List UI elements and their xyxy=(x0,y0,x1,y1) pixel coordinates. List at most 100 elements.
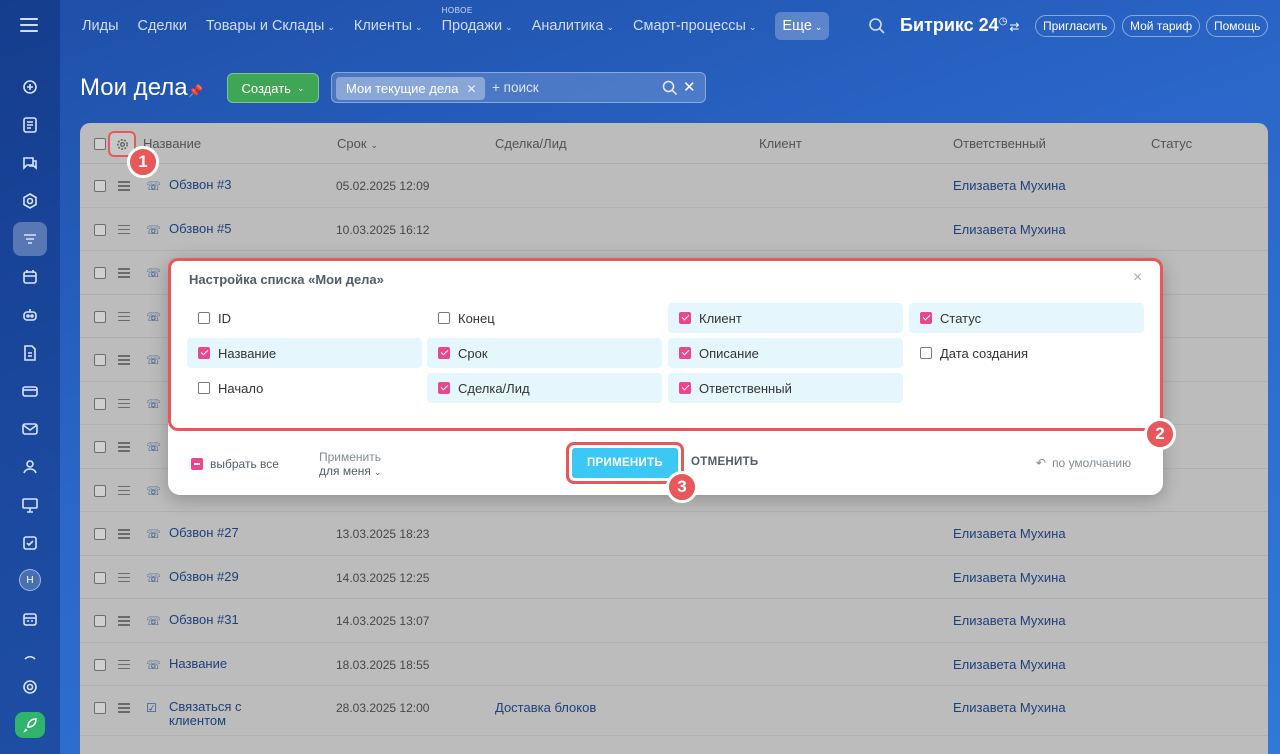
row-drag-icon[interactable] xyxy=(118,616,130,628)
rail-crm-icon[interactable] xyxy=(13,70,47,104)
table-row[interactable]: ☏ xyxy=(80,469,1268,512)
reset-default-button[interactable]: ↶ по умолчанию xyxy=(1036,456,1132,470)
invite-button[interactable]: Пригласить xyxy=(1035,15,1116,37)
checkbox[interactable] xyxy=(920,347,932,359)
row-checkbox[interactable] xyxy=(94,180,106,192)
nav-item-products[interactable]: Товары и Склады ⌄ xyxy=(205,18,335,34)
column-header-name[interactable]: Название xyxy=(143,136,202,151)
row-responsible-link[interactable]: Елизавета Мухина xyxy=(953,569,1066,585)
table-row[interactable]: ☏ Обзвон #3 05.02.2025 12:09 Елизавета Мухи… xyxy=(80,164,1268,208)
row-name-link[interactable]: Обзвон #3 xyxy=(169,177,232,192)
row-responsible-link[interactable]: Елизавета Мухина xyxy=(953,656,1066,672)
option-client[interactable]: Клиент xyxy=(668,303,903,333)
row-drag-icon[interactable] xyxy=(118,529,130,541)
brand-logo[interactable]: Битрикс 24◷ ⇄ xyxy=(900,15,1020,35)
rail-filter-icon[interactable] xyxy=(13,222,47,256)
rail-settings-icon[interactable] xyxy=(13,670,47,704)
row-drag-icon[interactable] xyxy=(118,355,130,367)
row-drag-icon[interactable] xyxy=(118,442,130,454)
rail-document-icon[interactable] xyxy=(13,336,47,370)
row-checkbox[interactable] xyxy=(94,223,106,236)
option-id[interactable]: ID xyxy=(187,303,422,333)
row-responsible-link[interactable]: Елизавета Мухина xyxy=(953,613,1066,628)
nav-item-clients[interactable]: Клиенты ⌄ xyxy=(353,18,423,34)
option-created-date[interactable]: Дата создания xyxy=(909,338,1144,368)
rail-robot-icon[interactable] xyxy=(13,298,47,332)
search-icon[interactable] xyxy=(868,17,886,35)
option-description[interactable]: Описание xyxy=(668,338,903,368)
nav-item-sales[interactable]: НОВОЕ Продажи ⌄ xyxy=(441,6,513,34)
option-responsible[interactable]: Ответственный xyxy=(668,373,903,403)
rail-chat-icon[interactable] xyxy=(13,146,47,180)
row-drag-icon[interactable] xyxy=(118,485,130,498)
nav-item-deals[interactable]: Сделки xyxy=(137,18,187,34)
rail-avatar[interactable]: Н xyxy=(19,569,41,591)
row-checkbox[interactable] xyxy=(94,615,106,627)
row-drag-icon[interactable] xyxy=(118,703,130,715)
nav-item-smart-processes[interactable]: Смарт-процессы ⌄ xyxy=(633,18,757,34)
column-header-deal[interactable]: Сделка/Лид xyxy=(495,136,567,151)
column-header-deadline[interactable]: Срок ⌄ xyxy=(337,136,379,151)
table-row[interactable]: ☑ Связаться с клиентом 28.03.2025 12:00 Дос… xyxy=(80,686,1268,736)
nav-more-button[interactable]: Еще ⌄ xyxy=(775,12,830,40)
row-drag-icon[interactable] xyxy=(118,311,130,324)
row-checkbox[interactable] xyxy=(94,702,106,714)
option-deadline[interactable]: Срок xyxy=(427,338,662,368)
row-name-link[interactable]: Обзвон #5 xyxy=(169,220,232,236)
option-status[interactable]: Статус xyxy=(909,303,1144,333)
filter-search-icon[interactable] xyxy=(662,80,678,96)
table-row[interactable]: ☏ Обзвон #5 10.03.2025 16:12 Елизавета Мухи… xyxy=(80,208,1268,251)
nav-item-analytics[interactable]: Аналитика ⌄ xyxy=(531,18,615,34)
cancel-button[interactable]: ОТМЕНИТЬ xyxy=(691,456,759,468)
chip-close-icon[interactable]: ✕ xyxy=(466,81,477,96)
rail-collapse-icon[interactable] xyxy=(13,640,47,674)
rail-hexagon-icon[interactable] xyxy=(13,184,47,218)
row-drag-icon[interactable] xyxy=(118,268,130,280)
rail-schedule-icon[interactable] xyxy=(13,602,47,636)
row-checkbox[interactable] xyxy=(94,658,106,671)
row-name-link[interactable]: Обзвон #27 xyxy=(169,525,239,540)
table-row[interactable]: ☏ Обзвон #27 13.03.2025 18:23 Елизавета Мух… xyxy=(80,512,1268,556)
checkbox[interactable] xyxy=(198,312,210,324)
apply-button[interactable]: ПРИМЕНИТЬ xyxy=(572,448,678,478)
table-row[interactable]: ☏ Обзвон #31 14.03.2025 13:07 Елизавета Мух… xyxy=(80,599,1268,643)
option-start[interactable]: Начало xyxy=(187,373,422,403)
my-tariff-button[interactable]: Мой тариф xyxy=(1122,15,1201,37)
rail-calendar-icon[interactable] xyxy=(13,260,47,294)
row-drag-icon[interactable] xyxy=(118,224,130,237)
create-button[interactable]: Создать ⌄ xyxy=(227,73,319,103)
select-all-toggle[interactable]: выбрать все xyxy=(191,457,279,471)
checkbox[interactable] xyxy=(198,347,210,359)
row-name-link[interactable]: Название xyxy=(169,655,228,671)
pin-icon[interactable]: 📌 xyxy=(188,84,203,98)
menu-burger-icon[interactable] xyxy=(20,18,38,32)
column-header-client[interactable]: Клиент xyxy=(759,136,802,151)
row-drag-icon[interactable] xyxy=(118,181,130,193)
row-drag-icon[interactable] xyxy=(118,659,130,672)
row-responsible-link[interactable]: Елизавета Мухина xyxy=(953,221,1066,237)
row-checkbox[interactable] xyxy=(94,528,106,540)
rail-mail-icon[interactable] xyxy=(13,412,47,446)
checkbox[interactable] xyxy=(679,382,691,394)
row-checkbox[interactable] xyxy=(94,310,106,323)
row-drag-icon[interactable] xyxy=(118,398,130,411)
grid-settings-button[interactable] xyxy=(108,131,136,157)
row-responsible-link[interactable]: Елизавета Мухина xyxy=(953,526,1066,541)
checkbox[interactable] xyxy=(438,312,450,324)
checkbox[interactable] xyxy=(438,347,450,359)
filter-chip[interactable]: Мои текущие дела ✕ xyxy=(336,77,485,100)
indeterminate-checkbox[interactable] xyxy=(191,458,203,470)
select-all-checkbox[interactable] xyxy=(94,138,106,150)
option-name[interactable]: Название xyxy=(187,338,422,368)
row-deal-link[interactable]: Доставка блоков xyxy=(495,700,597,715)
row-name-link[interactable]: Обзвон #29 xyxy=(169,568,239,584)
checkbox[interactable] xyxy=(198,382,210,394)
table-row[interactable]: ☏ Обзвон #29 14.03.2025 12:25 Елизавета Мух… xyxy=(80,556,1268,599)
rail-rocket-icon[interactable] xyxy=(15,712,45,738)
checkbox[interactable] xyxy=(920,312,932,324)
column-header-responsible[interactable]: Ответственный xyxy=(953,136,1046,151)
help-button[interactable]: Помощь xyxy=(1206,15,1269,37)
checkbox[interactable] xyxy=(438,382,450,394)
option-end[interactable]: Конец xyxy=(427,303,662,333)
row-checkbox[interactable] xyxy=(94,571,106,584)
